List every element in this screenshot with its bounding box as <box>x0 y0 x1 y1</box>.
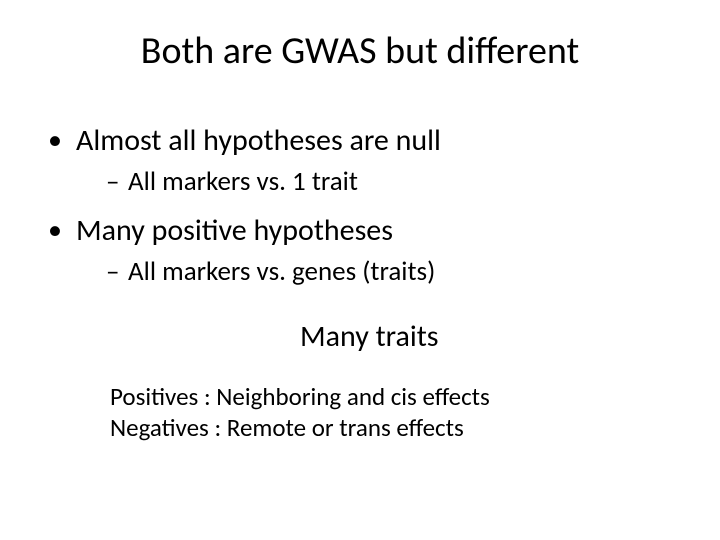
bullet-level1: Many positive hypotheses <box>48 212 720 249</box>
positives-line: Positives : Neighboring and cis effects <box>110 381 720 412</box>
bullet-level2: All markers vs. genes (traits) <box>106 255 720 288</box>
negatives-line: Negatives : Remote or trans effects <box>110 412 720 443</box>
bullet-level1: Almost all hypotheses are null <box>48 122 720 159</box>
bullet-level2: All markers vs. 1 trait <box>106 165 720 198</box>
slide-title: Both are GWAS but different <box>0 28 720 74</box>
center-note: Many traits <box>300 318 720 355</box>
slide: Both are GWAS but different Almost all h… <box>0 0 720 540</box>
